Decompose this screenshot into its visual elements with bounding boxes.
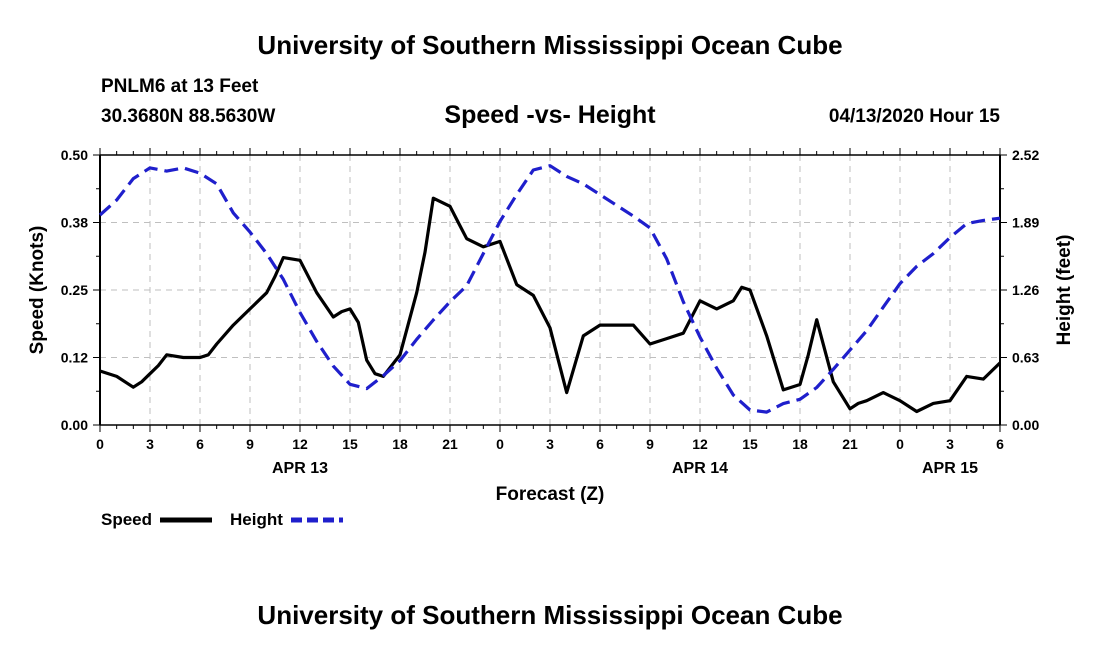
y-tick-label: 0.50 (61, 147, 88, 163)
y2-tick-label: 0.00 (1012, 417, 1039, 433)
chart-title: Speed -vs- Height (444, 101, 656, 129)
y2-tick-label: 1.89 (1012, 215, 1039, 231)
x-tick-label: 18 (392, 436, 408, 452)
station-label: PNLM6 at 13 Feet (101, 76, 259, 97)
y-tick-label: 0.25 (61, 282, 88, 298)
y-axis-label: Speed (Knots) (27, 226, 48, 355)
top-title: University of Southern Mississippi Ocean… (257, 30, 843, 60)
x-tick-label: 12 (692, 436, 708, 452)
y-tick-label: 0.00 (61, 417, 88, 433)
x-tick-label: 12 (292, 436, 308, 452)
y2-tick-label: 2.52 (1012, 147, 1039, 163)
x-tick-label: 15 (742, 436, 758, 452)
x-axis-label: Forecast (Z) (496, 484, 605, 505)
x-tick-label: 6 (996, 436, 1004, 452)
y-tick-label: 0.38 (61, 215, 88, 231)
x-tick-label: 18 (792, 436, 808, 452)
y2-tick-label: 1.26 (1012, 282, 1039, 298)
y-tick-label: 0.12 (61, 350, 88, 366)
x-tick-label: 0 (96, 436, 104, 452)
date-label: APR 14 (672, 460, 728, 477)
x-tick-label: 21 (842, 436, 858, 452)
x-tick-label: 0 (896, 436, 904, 452)
x-tick-label: 9 (246, 436, 254, 452)
x-tick-label: 9 (646, 436, 654, 452)
date-label: APR 13 (272, 460, 328, 477)
coordinates-label: 30.3680N 88.5630W (101, 106, 276, 127)
x-tick-label: 15 (342, 436, 358, 452)
date-label: APR 15 (922, 460, 978, 477)
x-tick-label: 3 (146, 436, 154, 452)
y2-axis-label: Height (feet) (1054, 235, 1075, 346)
legend-height-label: Height (230, 510, 283, 529)
x-tick-label: 21 (442, 436, 458, 452)
x-tick-label: 6 (596, 436, 604, 452)
datetime-label: 04/13/2020 Hour 15 (828, 106, 1000, 127)
x-tick-label: 3 (946, 436, 954, 452)
x-tick-label: 0 (496, 436, 504, 452)
bottom-title: University of Southern Mississippi Ocean… (257, 600, 843, 630)
height-series-line (98, 164, 1001, 414)
legend-speed-label: Speed (101, 510, 152, 529)
x-tick-label: 6 (196, 436, 204, 452)
x-tick-label: 3 (546, 436, 554, 452)
y2-tick-label: 0.63 (1012, 350, 1039, 366)
